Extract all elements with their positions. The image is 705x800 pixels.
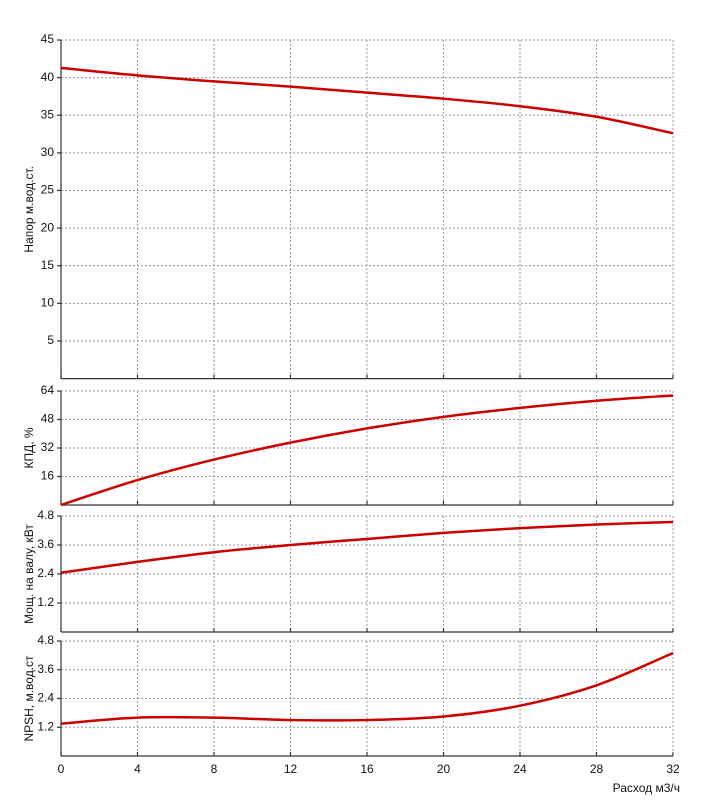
y-tick-label: 45 xyxy=(41,32,55,46)
y-tick-label: 20 xyxy=(41,220,55,234)
x-tick-label: 32 xyxy=(666,762,680,776)
curve xyxy=(60,394,674,507)
x-tick-label: 28 xyxy=(590,762,604,776)
x-tick-label: 4 xyxy=(134,762,141,776)
y-axis-label: Напор м.вод.ст. xyxy=(22,166,36,253)
y-tick-label: 4.8 xyxy=(37,633,54,647)
y-tick-label: 48 xyxy=(41,412,55,426)
y-tick-label: 2.4 xyxy=(37,691,54,705)
x-tick-label: 8 xyxy=(211,762,218,776)
x-tick-label: 12 xyxy=(284,762,298,776)
y-tick-label: 3.6 xyxy=(37,662,54,676)
y-tick-label: 35 xyxy=(41,107,55,121)
y-tick-label: 25 xyxy=(41,183,55,197)
y-tick-label: 3.6 xyxy=(37,537,54,551)
y-tick-label: 5 xyxy=(47,333,54,347)
y-tick-label: 40 xyxy=(41,70,55,84)
x-tick-label: 20 xyxy=(437,762,451,776)
y-tick-label: 32 xyxy=(41,440,55,454)
curve xyxy=(60,651,674,725)
y-tick-label: 15 xyxy=(41,258,55,272)
x-tick-label: 0 xyxy=(58,762,65,776)
y-tick-label: 1.2 xyxy=(37,719,54,733)
y-tick-label: 16 xyxy=(41,469,55,483)
y-tick-label: 30 xyxy=(41,145,55,159)
y-tick-label: 1.2 xyxy=(37,595,54,609)
curve xyxy=(60,520,674,575)
y-axis-label: NPSH, м.вод.ст xyxy=(22,655,36,742)
y-tick-label: 4.8 xyxy=(37,508,54,522)
y-tick-label: 10 xyxy=(41,296,55,310)
y-axis-label: Мощ. на валу, кВт xyxy=(22,524,36,624)
x-tick-label: 24 xyxy=(513,762,527,776)
x-tick-label: 16 xyxy=(360,762,374,776)
y-axis-label: КПД, % xyxy=(22,427,36,468)
x-axis-label: Расход м3/ч xyxy=(613,781,680,795)
y-tick-label: 2.4 xyxy=(37,566,54,580)
y-tick-label: 64 xyxy=(41,383,55,397)
curve xyxy=(60,66,674,135)
